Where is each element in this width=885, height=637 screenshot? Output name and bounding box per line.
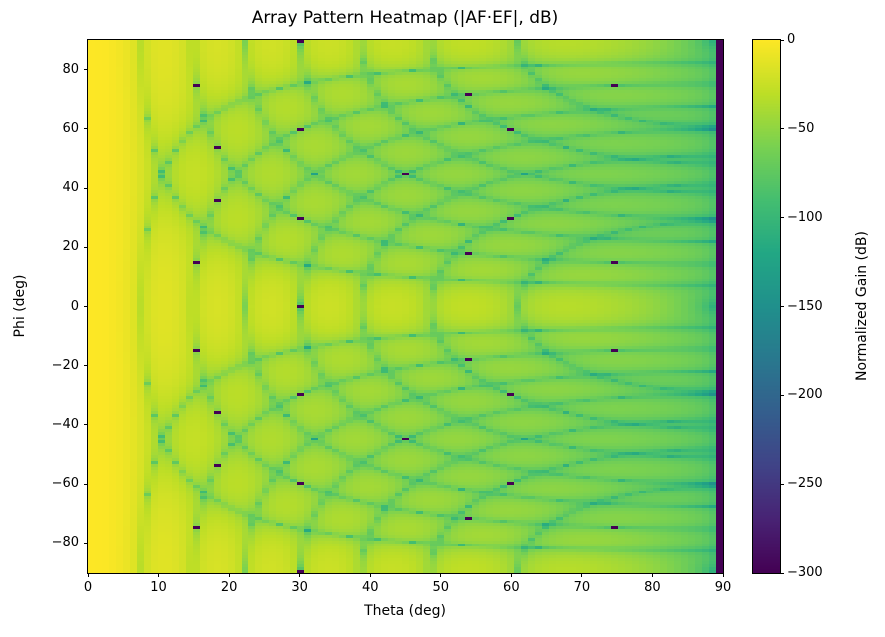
colorbar-tick-mark [780,39,784,41]
colorbar-tick-label: −250 [787,476,823,492]
y-tick-label: −20 [51,357,79,373]
colorbar-tick-label: −150 [787,298,823,314]
x-tick-mark [581,573,583,577]
x-tick-label: 90 [714,580,732,595]
colorbar-tick-mark [780,128,784,130]
colorbar-tick-mark [780,217,784,219]
x-tick-mark [722,573,724,577]
x-tick-mark [158,573,160,577]
y-tick-label: −40 [51,417,79,433]
y-tick-label: 40 [62,180,79,196]
x-tick-mark [510,573,512,577]
x-tick-label: 20 [220,580,238,595]
y-tick-label: 80 [62,61,79,77]
y-tick-mark [84,542,88,544]
colorbar-tick-label: −300 [787,565,823,581]
colorbar [753,40,780,573]
colorbar-tick-label: −50 [787,121,815,137]
y-tick-mark [84,483,88,485]
heatmap-canvas [88,40,723,573]
x-tick-label: 10 [150,580,167,595]
x-axis-label: Theta (deg) [364,603,446,619]
y-tick-mark [84,187,88,189]
x-tick-mark [87,573,89,577]
y-tick-mark [84,424,88,426]
colorbar-tick-mark [780,572,784,574]
x-tick-mark [299,573,301,577]
y-tick-mark [84,365,88,367]
x-tick-mark [440,573,442,577]
x-tick-label: 30 [291,580,308,595]
x-tick-label: 40 [361,580,379,595]
colorbar-tick-label: 0 [787,32,796,48]
chart-title: Array Pattern Heatmap (|AF·EF|, dB) [251,8,559,28]
y-tick-label: 60 [62,121,79,137]
x-tick-label: 60 [503,580,520,595]
x-tick-label: 70 [573,580,591,595]
x-tick-label: 0 [83,580,93,595]
colorbar-label: Normalized Gain (dB) [854,231,870,381]
y-tick-mark [84,306,88,307]
y-tick-label: 20 [62,239,79,255]
x-tick-mark [228,573,230,577]
colorbar-tick-mark [780,483,784,485]
x-tick-label: 50 [432,580,450,595]
colorbar-tick-label: −200 [787,387,823,403]
y-tick-label: 0 [70,298,79,314]
y-tick-mark [84,69,88,71]
y-tick-mark [84,246,88,248]
y-axis-label: Phi (deg) [12,274,28,338]
y-tick-mark [84,128,88,130]
colorbar-tick-mark [780,394,784,396]
y-tick-label: −80 [51,535,79,551]
y-tick-label: −60 [51,476,79,492]
x-tick-label: 80 [644,580,661,595]
x-tick-mark [651,573,653,577]
colorbar-tick-mark [780,306,784,307]
colorbar-tick-label: −100 [787,209,823,225]
x-tick-mark [369,573,371,577]
